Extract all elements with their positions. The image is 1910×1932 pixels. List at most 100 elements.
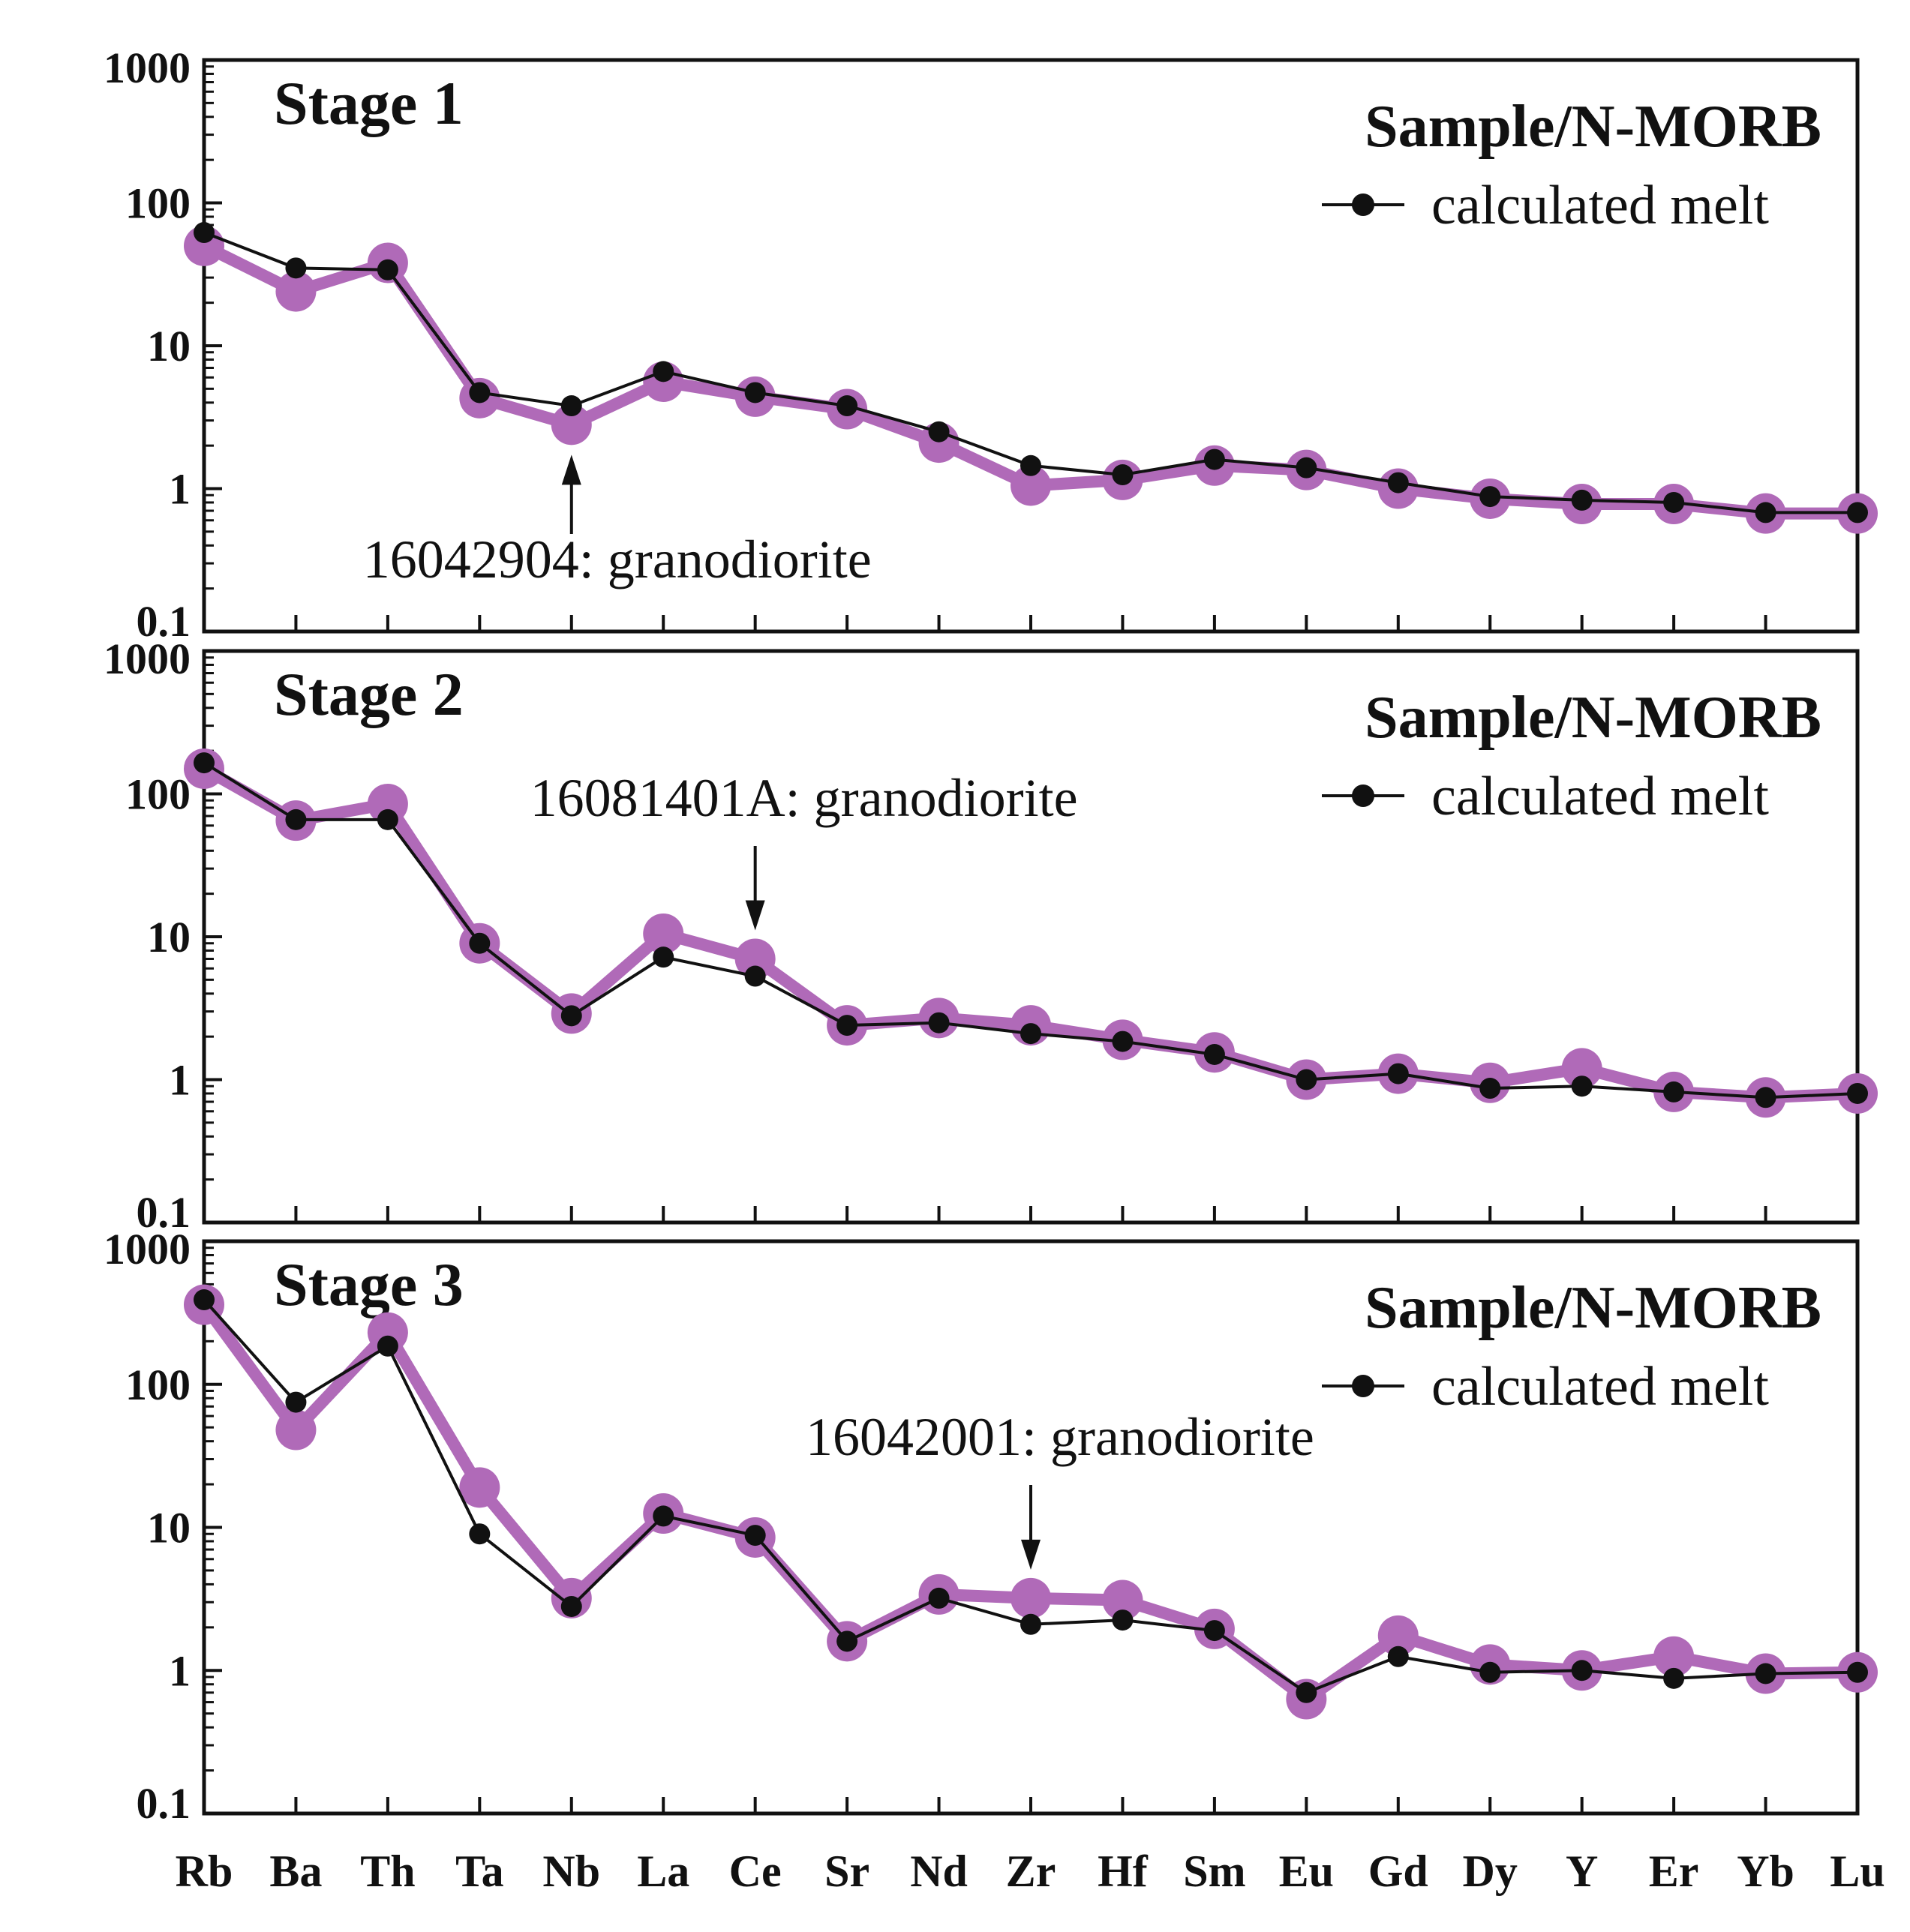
melt-point-Rb [194,752,215,774]
series-calculated-melt [194,222,1868,524]
melt-point-Y [1571,489,1593,511]
x-tick-label-Dy: Dy [1463,1846,1518,1896]
melt-point-La [653,946,674,968]
y-tick-label: 1000 [104,44,191,92]
x-tick-label-Sr: Sr [824,1846,869,1896]
melt-point-Yb [1755,502,1776,524]
sample-point-Th [367,783,408,824]
x-tick-label-Nd: Nd [910,1846,968,1896]
y-tick-label: 0.1 [137,1779,191,1828]
melt-point-Th [377,1335,398,1357]
melt-point-Nb [560,1005,582,1027]
melt-point-Ba [285,808,307,830]
melt-point-Eu [1296,457,1317,478]
series-sample [184,225,1878,534]
stage-title: Stage 1 [274,69,464,137]
melt-point-Zr [1020,1613,1041,1635]
melt-point-Sm [1203,448,1225,470]
melt-point-Sr [836,1630,858,1652]
melt-point-Sm [1203,1620,1225,1642]
melt-point-Hf [1112,464,1134,486]
legend: calculated melt [1322,766,1769,827]
x-tick-label-Ta: Ta [455,1846,504,1896]
legend-dot-marker [1352,784,1374,807]
melt-point-Y [1571,1076,1593,1097]
melt-point-Zr [1020,1023,1041,1045]
sample-point-La [643,913,684,954]
melt-point-Nd [928,421,950,442]
sample-point-Er [1653,1636,1695,1677]
melt-point-Hf [1112,1610,1134,1631]
melt-point-Sr [836,1015,858,1036]
x-tick-label-La: La [637,1846,689,1896]
melt-point-Rb [194,222,215,244]
sample-annotation: 16081401A: granodiorite [530,768,1078,931]
y-tick-label: 10 [147,913,191,962]
melt-point-Th [377,808,398,830]
y-tick-label: 1 [169,1056,191,1105]
x-tick-label-Rb: Rb [176,1846,233,1896]
melt-point-Sr [836,395,858,417]
x-tick-label-Ce: Ce [729,1846,782,1896]
melt-point-Nb [560,395,582,417]
x-tick-label-Lu: Lu [1830,1846,1884,1896]
melt-point-Eu [1296,1069,1317,1090]
y-tick-label: 1000 [104,634,191,683]
sample-point-Zr [1011,1577,1051,1618]
melt-point-Ce [744,1525,766,1546]
melt-point-Dy [1479,1661,1501,1683]
sample-point-Th [367,1312,408,1353]
melt-point-Ce [744,382,766,404]
melt-point-Ta [469,1523,491,1545]
melt-point-Ba [285,257,307,279]
x-tick-label-Yb: Yb [1737,1846,1794,1896]
sample-annotation: 16042001: granodiorite [806,1407,1314,1570]
x-tick-label-Er: Er [1649,1846,1699,1896]
annotation-arrow-head [745,900,765,931]
sample-point-Hf [1102,1580,1143,1621]
melt-point-La [653,1505,674,1527]
sample-point-Nb [551,404,592,446]
normalization-label: Sample/N-MORB [1365,94,1821,160]
x-tick-label-Ba: Ba [269,1846,322,1896]
chart-panel-2: 1000 100 10 1 0.1 Stage 2 Sample/N-MORB calcula… [104,634,1878,1237]
annotation-arrow-head [561,454,581,485]
sample-point-Ba [275,271,317,312]
legend-label: calculated melt [1431,175,1769,236]
y-tick-label: 10 [147,1504,191,1552]
stage-title: Stage 3 [274,1250,464,1318]
sample-point-Y [1561,1048,1602,1089]
melt-point-Er [1663,491,1685,513]
legend: calculated melt [1322,175,1769,236]
melt-point-Lu [1847,502,1868,524]
melt-point-Hf [1112,1030,1134,1052]
y-tick-label: 10 [147,322,191,370]
x-tick-label-Zr: Zr [1006,1846,1056,1896]
y-tick-label: 1 [169,465,191,514]
x-tick-label-Th: Th [360,1846,415,1896]
chart-panel-3: 1000 100 10 1 0.1 Stage 3 Sample/N-MORB calcula… [104,1225,1878,1828]
melt-point-Dy [1479,486,1501,508]
melt-point-Nd [928,1012,950,1034]
y-tick-label: 100 [125,1360,191,1409]
melt-point-Ce [744,965,766,987]
melt-point-Ta [469,382,491,404]
melt-point-Zr [1020,454,1041,476]
legend-label: calculated melt [1431,766,1769,827]
series-calculated-melt [194,752,1868,1108]
x-tick-label-Sm: Sm [1183,1846,1245,1896]
melt-point-Er [1663,1081,1685,1102]
annotation-text: 16042001: granodiorite [806,1407,1314,1467]
legend: calculated melt [1322,1356,1769,1418]
melt-point-Dy [1479,1078,1501,1100]
melt-point-Lu [1847,1661,1868,1683]
x-tick-label-Nb: Nb [542,1846,600,1896]
melt-point-Eu [1296,1682,1317,1703]
x-tick-label-Eu: Eu [1279,1846,1334,1896]
melt-point-Yb [1755,1087,1776,1108]
x-tick-label-Hf: Hf [1098,1846,1149,1896]
normalization-label: Sample/N-MORB [1365,685,1821,751]
y-tick-label: 1 [169,1646,191,1695]
melt-point-Nd [928,1587,950,1609]
